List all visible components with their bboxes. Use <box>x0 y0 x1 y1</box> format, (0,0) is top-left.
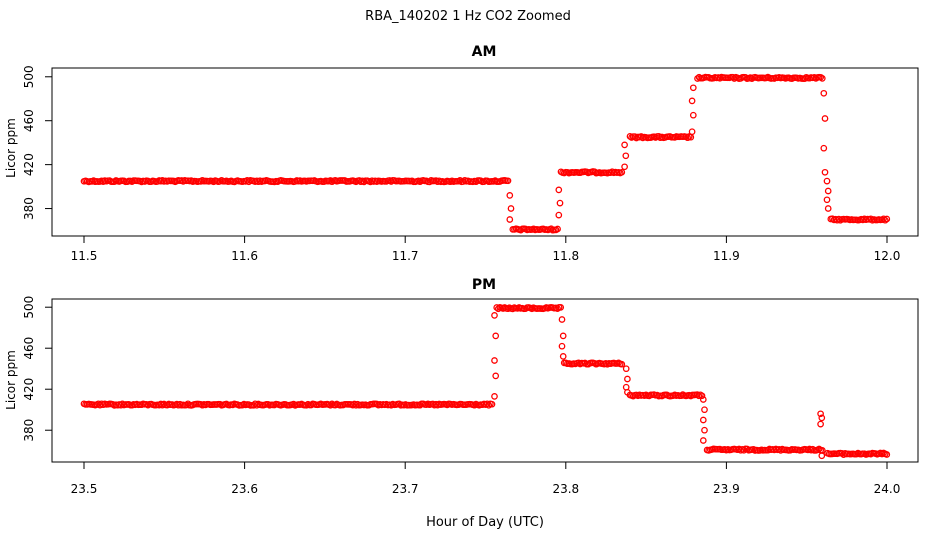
x-tick-label: 11.8 <box>552 249 579 263</box>
data-point <box>555 211 563 219</box>
y-tick-label: 380 <box>22 419 36 442</box>
data-point <box>557 304 565 311</box>
panel-pm: PM Licor ppm 23.5 23.6 23.7 23.8 23.9 24.0 380… <box>4 277 919 496</box>
data-point <box>820 144 828 152</box>
panel-title-pm: PM <box>472 277 496 293</box>
data-point <box>555 186 563 194</box>
data-point <box>817 420 824 428</box>
data-point <box>823 177 831 185</box>
x-tick-label: 11.5 <box>71 249 98 263</box>
x-tick-label: 23.9 <box>713 482 740 496</box>
data-point <box>698 392 706 400</box>
data-points-am <box>80 73 891 234</box>
data-point <box>507 205 515 212</box>
plot-frame-am <box>51 67 919 237</box>
y-tick-label: 420 <box>22 153 36 176</box>
data-point <box>492 372 500 380</box>
axis-ticks-pm: 23.5 23.6 23.7 23.8 23.9 24.0 380 420 460 500 <box>22 296 900 496</box>
data-point <box>492 332 500 340</box>
x-tick-label: 11.7 <box>392 249 419 263</box>
y-tick-label: 380 <box>22 197 36 220</box>
x-tick-label: 11.9 <box>713 249 740 263</box>
data-point <box>506 192 514 199</box>
y-tick-label: 460 <box>22 337 36 360</box>
data-point <box>558 316 566 323</box>
x-axis-label: Hour of Day (UTC) <box>426 515 544 530</box>
data-point <box>817 410 824 418</box>
data-point <box>880 215 887 223</box>
y-tick-label: 500 <box>22 296 36 319</box>
data-point <box>821 168 829 176</box>
data-point <box>618 360 626 368</box>
data-point <box>506 216 514 223</box>
x-tick-label: 24.0 <box>874 482 901 496</box>
x-tick-label: 23.6 <box>231 482 258 496</box>
x-tick-label: 23.8 <box>552 482 579 496</box>
y-tick-label: 420 <box>22 378 36 401</box>
data-point <box>559 332 567 340</box>
data-point <box>622 365 630 373</box>
data-point <box>818 75 826 82</box>
data-point <box>622 152 630 160</box>
data-point <box>618 168 626 176</box>
x-tick-label: 23.5 <box>71 482 98 496</box>
data-point <box>699 396 707 403</box>
panel-title-am: AM <box>472 44 497 60</box>
data-point <box>624 388 631 396</box>
data-point <box>621 141 628 149</box>
chart-title: RBA_140202 1 Hz CO2 Zoomed <box>365 9 571 24</box>
data-point <box>624 375 631 383</box>
data-point <box>824 187 832 195</box>
y-axis-label-am: Licor ppm <box>4 118 18 178</box>
data-point <box>689 111 697 119</box>
data-point <box>491 393 498 400</box>
data-point <box>818 452 826 460</box>
data-point <box>701 406 708 414</box>
data-point <box>689 84 697 92</box>
plot-frame-pm <box>51 298 919 463</box>
data-point <box>554 225 561 233</box>
y-axis-label-pm: Licor ppm <box>4 350 18 410</box>
axis-ticks-am: 11.5 11.6 11.7 11.8 11.9 12.0 380 420 460 500 <box>22 65 900 263</box>
data-point <box>823 196 831 204</box>
data-point <box>491 312 498 319</box>
data-point <box>699 437 707 444</box>
data-point <box>688 128 696 136</box>
x-tick-label: 11.6 <box>231 249 258 263</box>
data-point <box>559 353 567 360</box>
data-point <box>488 400 496 408</box>
data-point <box>485 401 493 409</box>
data-point <box>504 177 512 185</box>
data-point <box>699 416 707 424</box>
x-tick-label: 12.0 <box>874 249 901 263</box>
y-tick-label: 460 <box>22 109 36 132</box>
data-point <box>818 414 826 422</box>
data-point <box>558 342 566 350</box>
data-point <box>688 97 696 105</box>
y-tick-label: 500 <box>22 65 36 88</box>
data-point <box>883 451 891 458</box>
panel-am: AM Licor ppm 11.5 11.6 11.7 11.8 11.9 12.0 380… <box>4 44 919 263</box>
data-point <box>883 215 891 223</box>
data-point <box>820 89 828 97</box>
data-point <box>556 199 564 207</box>
data-points-pm <box>80 304 891 460</box>
x-tick-label: 23.7 <box>392 482 419 496</box>
data-point <box>491 357 498 364</box>
data-point <box>701 426 708 434</box>
data-point <box>824 205 832 212</box>
data-point <box>621 163 628 171</box>
data-point <box>821 115 829 122</box>
